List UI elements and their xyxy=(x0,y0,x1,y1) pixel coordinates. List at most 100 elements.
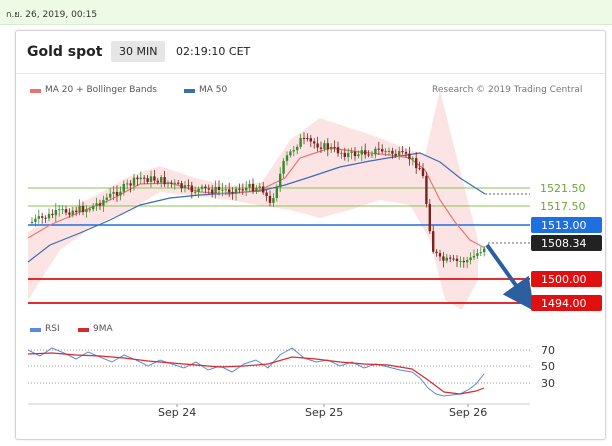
candle-body xyxy=(92,205,95,210)
candle-body xyxy=(251,183,255,192)
candle-body xyxy=(401,151,404,153)
candle-body xyxy=(469,257,472,261)
candle-body xyxy=(156,180,159,183)
candle-body xyxy=(302,137,306,139)
candle-body xyxy=(41,216,44,218)
candle-body xyxy=(61,209,64,211)
ma9-legend: 9MA xyxy=(93,324,113,334)
level-label-1517: 1517.50 xyxy=(540,200,586,213)
rsi-label-50: 50 xyxy=(541,360,555,373)
ma20-legend: MA 20 + Bollinger Bands xyxy=(45,85,157,95)
candle-body xyxy=(476,253,479,256)
candle-body xyxy=(258,186,261,189)
candle-body xyxy=(248,183,251,188)
instrument-title: Gold spot xyxy=(27,44,103,60)
bollinger-band xyxy=(28,90,478,310)
candle-body xyxy=(160,177,163,183)
candle-body xyxy=(367,154,370,156)
candle-body xyxy=(306,138,309,140)
candle-body xyxy=(438,253,442,257)
candle-body xyxy=(421,168,425,176)
candle-body xyxy=(411,158,414,160)
candle-body xyxy=(319,147,323,149)
candle-body xyxy=(357,154,360,157)
ma50-swatch xyxy=(184,89,195,93)
candle-body xyxy=(364,150,367,155)
rsi-9ma-line xyxy=(27,352,485,395)
candle-body xyxy=(425,175,428,205)
candle-body xyxy=(313,141,316,144)
candle-body xyxy=(149,176,153,182)
candle-body xyxy=(432,231,435,252)
x-label-sep26: Sep 26 xyxy=(449,406,487,419)
candle-body xyxy=(187,185,190,187)
header-time: 02:19:10 CET xyxy=(176,45,251,58)
candle-body xyxy=(37,216,40,219)
candle-body xyxy=(262,186,265,193)
candle-body xyxy=(47,213,51,219)
rsi-line xyxy=(27,347,485,397)
candle-body xyxy=(428,204,431,232)
candle-body xyxy=(282,160,285,174)
candle-body xyxy=(241,189,244,191)
candle-body xyxy=(279,173,282,188)
timeframe-badge[interactable]: 30 MIN xyxy=(111,41,166,62)
ma20-line xyxy=(27,147,486,249)
candle-body xyxy=(459,260,462,262)
candle-body xyxy=(336,147,340,154)
x-label-sep24: Sep 24 xyxy=(158,406,196,419)
candle-body xyxy=(207,188,210,190)
candle-body xyxy=(466,260,469,263)
rsi-label-30: 30 xyxy=(541,377,555,390)
candle-body xyxy=(54,209,57,216)
timestamp: ก.ย. 26, 2019, 00:15 xyxy=(6,10,98,20)
candle-body xyxy=(102,199,105,206)
x-label-sep25: Sep 25 xyxy=(305,406,343,419)
candle-body xyxy=(81,206,85,213)
candle-body xyxy=(75,210,78,213)
candle-body xyxy=(377,148,380,150)
candle-body xyxy=(404,152,408,154)
candle-body xyxy=(316,143,319,148)
candle-body xyxy=(384,151,387,153)
candle-body xyxy=(224,189,227,191)
candle-body xyxy=(299,137,302,147)
candle-body xyxy=(415,158,418,169)
candle-body xyxy=(143,177,146,179)
level-badge-1508 xyxy=(531,235,602,251)
candle-body xyxy=(333,146,336,148)
candle-body xyxy=(194,191,197,193)
candle-body xyxy=(234,188,238,194)
candle-body xyxy=(200,186,204,189)
candle-body xyxy=(309,138,312,142)
candle-body xyxy=(221,189,224,191)
candle-body xyxy=(245,187,248,191)
candle-body xyxy=(180,183,183,189)
candle-body xyxy=(347,153,350,157)
candle-body xyxy=(462,260,465,263)
candle-body xyxy=(330,146,333,150)
candle-body xyxy=(170,182,173,184)
level-badge-1513 xyxy=(531,217,602,233)
candle-body xyxy=(190,185,193,192)
candle-body xyxy=(136,177,139,180)
candle-body xyxy=(353,151,357,157)
candle-body xyxy=(435,251,438,254)
candle-body xyxy=(350,151,353,154)
candle-body xyxy=(112,192,115,194)
level-badge-1500 xyxy=(531,271,602,287)
candle-body xyxy=(455,258,459,262)
candle-body xyxy=(285,155,289,161)
candle-body xyxy=(442,256,445,261)
level-label-1494: 1494.00 xyxy=(541,297,587,310)
candle-body xyxy=(146,178,149,182)
candle-body xyxy=(34,218,37,222)
candle-body xyxy=(231,192,234,194)
candle-body xyxy=(449,257,452,259)
candle-body xyxy=(340,152,343,154)
candle-body xyxy=(132,177,136,186)
candle-body xyxy=(238,188,241,190)
candle-body xyxy=(228,189,231,193)
ma50-line xyxy=(27,152,486,263)
